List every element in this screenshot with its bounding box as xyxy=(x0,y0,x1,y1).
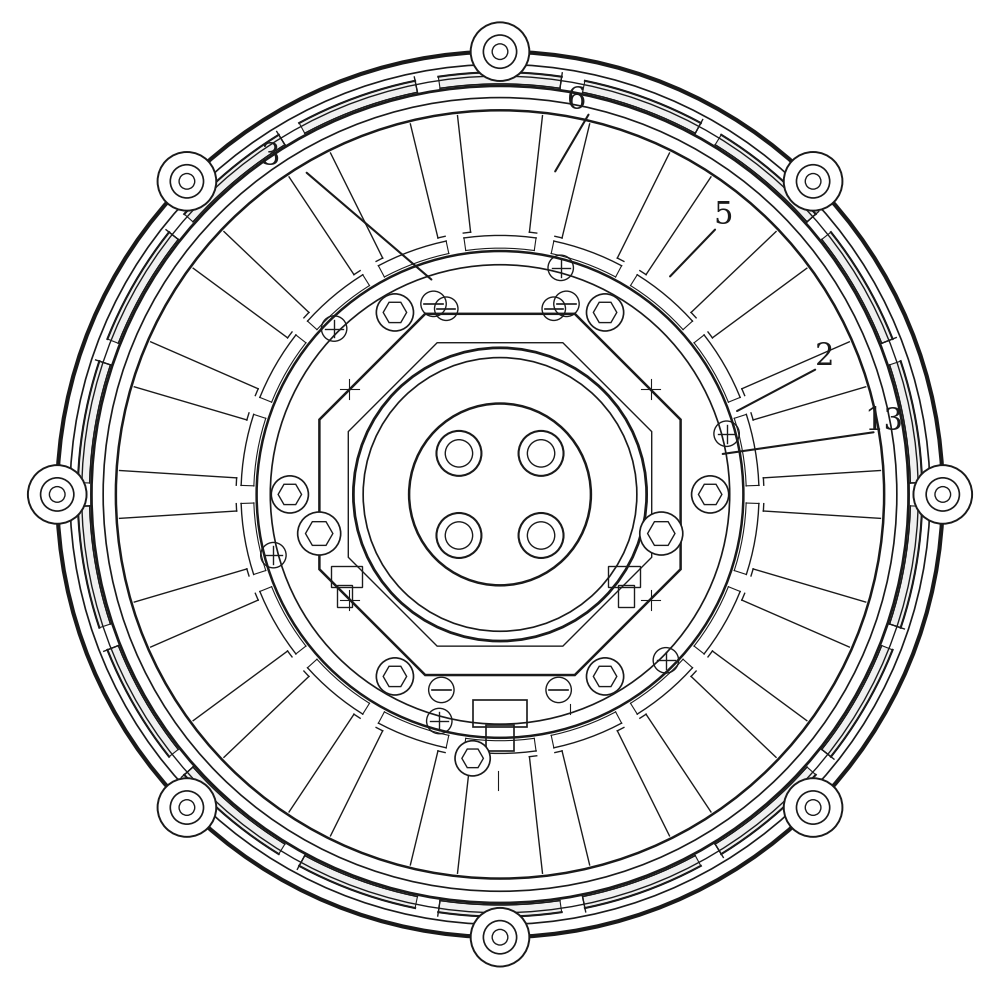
Text: 5: 5 xyxy=(713,201,733,231)
Circle shape xyxy=(519,513,564,558)
Bar xyxy=(337,585,352,607)
Polygon shape xyxy=(184,767,285,854)
Polygon shape xyxy=(890,506,922,628)
Circle shape xyxy=(692,476,729,513)
Bar xyxy=(486,725,514,751)
Circle shape xyxy=(784,779,842,837)
Circle shape xyxy=(298,512,341,555)
Bar xyxy=(331,566,362,587)
Circle shape xyxy=(640,512,683,555)
Polygon shape xyxy=(184,135,285,222)
Polygon shape xyxy=(583,81,701,134)
Bar xyxy=(608,566,640,587)
Circle shape xyxy=(271,476,308,513)
Circle shape xyxy=(519,431,564,476)
Polygon shape xyxy=(715,767,816,854)
Polygon shape xyxy=(890,361,922,483)
Polygon shape xyxy=(78,506,110,628)
Circle shape xyxy=(471,908,529,966)
Polygon shape xyxy=(78,361,110,483)
Text: 2: 2 xyxy=(815,341,834,373)
Polygon shape xyxy=(822,646,893,757)
Polygon shape xyxy=(715,135,816,222)
Circle shape xyxy=(471,23,529,81)
Polygon shape xyxy=(299,855,417,908)
Circle shape xyxy=(376,294,413,331)
Bar xyxy=(618,585,634,607)
Polygon shape xyxy=(438,900,562,917)
Circle shape xyxy=(28,465,87,524)
Text: 13: 13 xyxy=(865,406,904,436)
Circle shape xyxy=(158,779,216,837)
Polygon shape xyxy=(107,232,178,343)
Text: 6: 6 xyxy=(567,85,586,116)
Circle shape xyxy=(436,513,481,558)
Circle shape xyxy=(587,294,624,331)
Text: 3: 3 xyxy=(261,141,280,172)
Polygon shape xyxy=(438,72,562,88)
Bar xyxy=(473,700,527,727)
Circle shape xyxy=(913,465,972,524)
Circle shape xyxy=(158,152,216,210)
Circle shape xyxy=(376,658,413,695)
Circle shape xyxy=(784,152,842,210)
Polygon shape xyxy=(583,855,701,908)
Circle shape xyxy=(587,658,624,695)
Polygon shape xyxy=(107,646,178,757)
Polygon shape xyxy=(822,232,893,343)
Circle shape xyxy=(455,741,490,776)
Polygon shape xyxy=(299,81,417,134)
Circle shape xyxy=(436,431,481,476)
